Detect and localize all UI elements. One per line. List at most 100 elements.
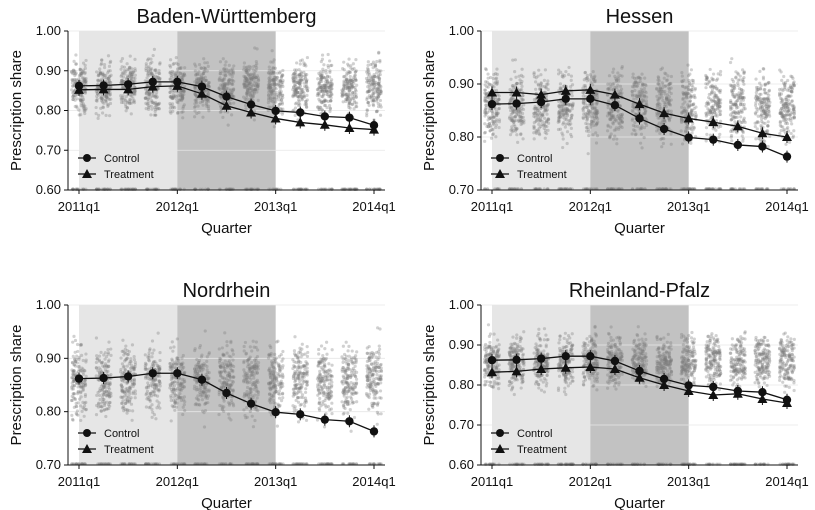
data-dot xyxy=(353,73,357,77)
data-dot xyxy=(119,100,124,105)
data-dot xyxy=(154,100,158,105)
data-dot xyxy=(101,72,105,77)
data-dot xyxy=(201,115,205,119)
marker-control xyxy=(586,94,595,104)
y-tick-label: 0.90 xyxy=(36,63,61,78)
data-dot xyxy=(169,74,173,78)
data-dot xyxy=(203,61,207,65)
data-dot xyxy=(95,393,99,397)
data-dot xyxy=(231,67,235,71)
data-dot xyxy=(644,109,648,113)
data-dot xyxy=(71,68,76,72)
data-dot xyxy=(219,95,223,99)
data-dot xyxy=(105,102,109,106)
data-dot xyxy=(180,92,184,96)
data-dot xyxy=(631,123,636,128)
data-dot xyxy=(227,68,231,73)
marker-control xyxy=(758,142,767,151)
data-dot xyxy=(594,131,598,135)
data-dot xyxy=(181,89,185,93)
data-dot xyxy=(247,98,251,102)
data-dot xyxy=(252,72,257,76)
data-dot xyxy=(272,78,276,82)
data-dot xyxy=(149,104,153,108)
chart-title: Baden-Württemberg xyxy=(136,6,316,28)
data-dot xyxy=(168,63,172,68)
data-dot xyxy=(129,77,134,82)
data-dot xyxy=(317,80,321,85)
data-dot xyxy=(350,102,354,107)
marker-control xyxy=(733,140,743,150)
data-dot xyxy=(320,53,325,57)
data-dot xyxy=(109,97,113,101)
data-dot xyxy=(514,75,518,79)
data-dot xyxy=(278,92,282,96)
data-dot xyxy=(329,87,334,91)
data-dot xyxy=(230,82,234,86)
data-dot xyxy=(99,388,103,393)
data-dot xyxy=(144,92,148,96)
data-dot xyxy=(719,119,723,123)
data-dot xyxy=(218,69,222,73)
data-dot xyxy=(218,72,222,76)
data-dot xyxy=(487,121,492,126)
data-dot xyxy=(734,106,739,110)
marker-control xyxy=(345,113,354,122)
data-dot xyxy=(158,77,162,81)
data-dot xyxy=(756,107,760,111)
data-dot xyxy=(229,88,233,92)
data-dot xyxy=(305,93,309,97)
data-dot xyxy=(680,142,685,146)
data-dot xyxy=(377,50,381,54)
data-dot xyxy=(132,85,136,89)
data-dot xyxy=(97,359,102,363)
data-dot xyxy=(665,78,669,83)
data-dot xyxy=(557,104,561,109)
data-dot xyxy=(82,108,86,112)
data-dot xyxy=(170,69,174,74)
data-dot xyxy=(244,107,248,111)
legend-label-control: Control xyxy=(517,153,552,165)
data-dot xyxy=(778,132,782,136)
data-dot xyxy=(102,62,107,67)
data-dot xyxy=(133,57,137,61)
data-dot xyxy=(81,70,85,74)
data-dot xyxy=(756,120,760,124)
data-dot xyxy=(96,368,100,373)
data-dot xyxy=(168,77,172,81)
data-dot xyxy=(248,75,252,79)
data-dot xyxy=(300,98,304,102)
data-dot xyxy=(81,79,85,83)
data-dot xyxy=(172,94,176,99)
data-dot xyxy=(515,133,519,137)
data-dot xyxy=(302,63,306,67)
data-dot xyxy=(176,101,180,105)
data-dot xyxy=(780,78,784,82)
data-dot xyxy=(608,135,612,139)
data-dot xyxy=(180,97,185,101)
data-dot xyxy=(518,111,522,115)
data-dot xyxy=(168,110,172,114)
data-dot xyxy=(714,102,718,107)
data-dot xyxy=(736,83,740,88)
data-dot xyxy=(680,105,684,109)
data-dot xyxy=(79,68,83,72)
data-dot xyxy=(609,125,613,129)
data-dot xyxy=(153,113,158,117)
data-dot xyxy=(244,98,248,102)
data-dot xyxy=(99,95,104,99)
data-dot xyxy=(606,123,610,127)
data-dot xyxy=(247,68,252,72)
data-dot xyxy=(508,88,512,92)
data-dot xyxy=(246,73,251,77)
data-dot xyxy=(95,94,99,98)
data-dot xyxy=(374,71,379,75)
data-dot xyxy=(206,84,210,88)
data-dot xyxy=(120,73,124,77)
data-dot xyxy=(254,75,258,80)
data-dot xyxy=(756,114,760,118)
data-dot xyxy=(364,76,369,81)
data-dot xyxy=(778,111,782,116)
data-dot xyxy=(146,107,151,111)
data-dot xyxy=(787,89,791,93)
